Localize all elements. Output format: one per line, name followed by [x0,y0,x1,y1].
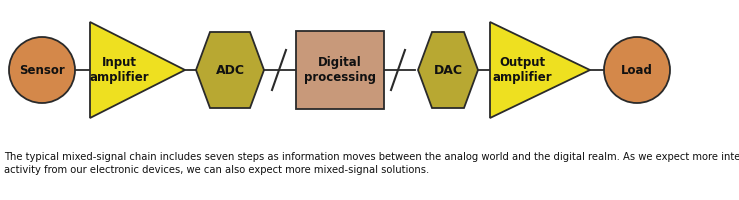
Ellipse shape [604,37,670,103]
Text: Input
amplifier: Input amplifier [89,56,149,84]
Polygon shape [418,32,478,108]
Text: Output
amplifier: Output amplifier [492,56,552,84]
Ellipse shape [9,37,75,103]
Text: Load: Load [621,64,653,76]
Bar [296,31,384,109]
Text: Sensor: Sensor [19,64,65,76]
Text: ADC: ADC [216,64,245,76]
Text: DAC: DAC [434,64,463,76]
Polygon shape [90,22,185,118]
Text: Digital
processing: Digital processing [304,56,376,84]
Polygon shape [196,32,264,108]
Polygon shape [490,22,590,118]
Text: The typical mixed-signal chain includes seven steps as information moves between: The typical mixed-signal chain includes … [4,152,739,175]
